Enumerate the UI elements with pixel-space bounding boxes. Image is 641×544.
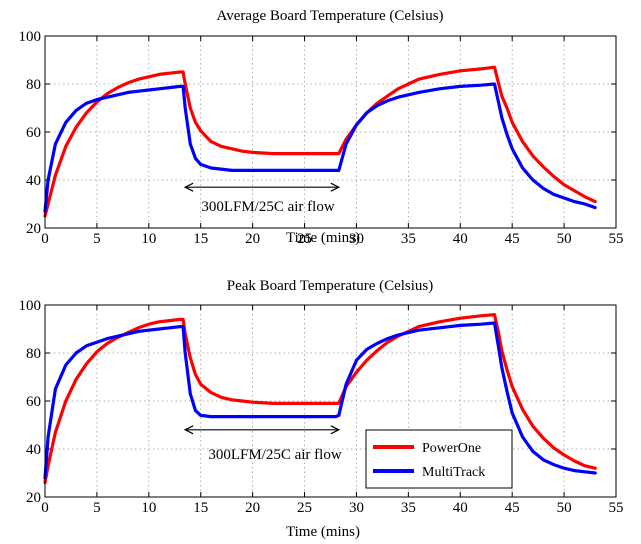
x-tick-label: 5 xyxy=(93,500,101,516)
y-tick-label: 20 xyxy=(26,221,41,237)
y-tick-label: 40 xyxy=(26,442,41,458)
y-tick-label: 40 xyxy=(26,173,41,189)
x-tick-label: 45 xyxy=(505,500,520,516)
x-tick-label: 10 xyxy=(141,500,156,516)
x-tick-label: 15 xyxy=(193,500,208,516)
grid xyxy=(45,36,616,228)
x-tick-label: 25 xyxy=(297,231,312,247)
x-tick-label: 20 xyxy=(245,500,260,516)
chart-title: Average Board Temperature (Celsius) xyxy=(216,8,443,24)
legend-label-multitrack: MultiTrack xyxy=(422,465,485,480)
grid xyxy=(45,305,616,497)
y-tick-label: 100 xyxy=(19,298,42,314)
x-tick-label: 0 xyxy=(41,500,49,516)
x-tick-label: 45 xyxy=(505,231,520,247)
legend: PowerOne MultiTrack xyxy=(365,429,513,489)
series-line-blue xyxy=(43,82,597,213)
x-axis-label: Time (mins) xyxy=(286,230,360,246)
x-tick-label: 20 xyxy=(245,231,260,247)
x-axis-label: Time (mins) xyxy=(286,524,360,540)
legend-label-powerone: PowerOne xyxy=(422,441,481,456)
x-tick-label: 40 xyxy=(453,231,468,247)
y-tick-label: 80 xyxy=(26,346,41,362)
y-tick-label: 80 xyxy=(26,77,41,93)
ticks: 0 5 10 15 20 25 30 35 40 45 50 55 20 40 60 80 100 xyxy=(19,298,624,516)
legend-box xyxy=(365,429,513,489)
airflow-arrowhead-left xyxy=(183,425,194,435)
ticks: 0 5 10 15 20 25 30 35 40 45 50 55 20 40 60 80 100 xyxy=(19,29,624,247)
airflow-annotation: 300LFM/25C air flow xyxy=(183,182,341,215)
series-line-red xyxy=(43,65,597,218)
x-tick-label: 50 xyxy=(557,231,572,247)
x-tick-label: 10 xyxy=(141,231,156,247)
x-tick-label: 40 xyxy=(453,500,468,516)
y-tick-label: 60 xyxy=(26,394,41,410)
x-tick-label: 35 xyxy=(401,231,416,247)
airflow-label: 300LFM/25C air flow xyxy=(201,199,334,215)
y-tick-label: 100 xyxy=(19,29,42,45)
x-tick-label: 55 xyxy=(609,231,624,247)
x-tick-label: 0 xyxy=(41,231,49,247)
x-tick-label: 5 xyxy=(93,231,101,247)
plot-frame xyxy=(44,304,617,498)
y-tick-label: 60 xyxy=(26,125,41,141)
x-tick-label: 30 xyxy=(349,231,364,247)
airflow-arrowhead-right xyxy=(330,425,341,435)
chart-average-temperature: Average Board Temperature (Celsius) 0 5 10… xyxy=(19,8,624,247)
airflow-arrowhead-right xyxy=(330,182,341,192)
y-tick-label: 20 xyxy=(26,490,41,506)
chart-peak-temperature: Peak Board Temperature (Celsius) 0 5 10 15 2… xyxy=(19,278,624,540)
x-tick-label: 55 xyxy=(609,500,624,516)
plot-frame xyxy=(44,35,617,229)
series-line-multitrack xyxy=(43,321,597,480)
airflow-arrowhead-left xyxy=(183,182,194,192)
airflow-annotation: 300LFM/25C air flow xyxy=(183,425,342,463)
x-tick-label: 30 xyxy=(349,500,364,516)
series xyxy=(43,313,597,485)
airflow-label: 300LFM/25C air flow xyxy=(208,447,341,463)
x-tick-label: 15 xyxy=(193,231,208,247)
series xyxy=(43,65,597,218)
x-tick-label: 35 xyxy=(401,500,416,516)
x-tick-label: 50 xyxy=(557,500,572,516)
chart-title: Peak Board Temperature (Celsius) xyxy=(227,278,434,294)
x-tick-label: 25 xyxy=(297,500,312,516)
